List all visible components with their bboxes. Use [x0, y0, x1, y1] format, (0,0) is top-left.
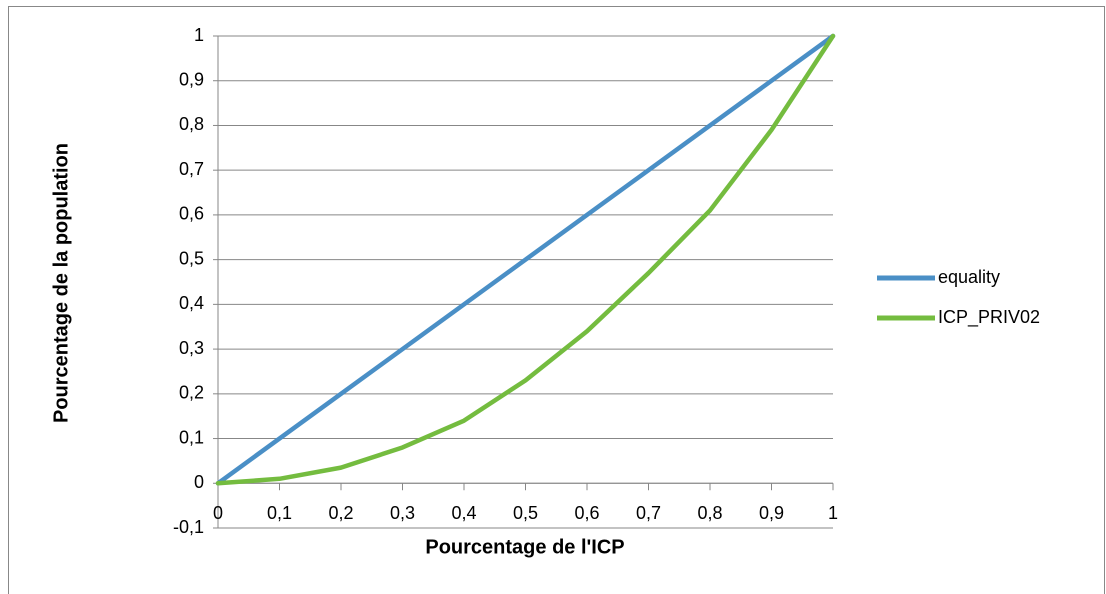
y-tick-label: 1: [194, 25, 204, 45]
y-tick-label: 0,2: [179, 383, 204, 403]
x-tick-label: 0,4: [451, 503, 476, 523]
x-tick-label: 0,6: [574, 503, 599, 523]
x-tick-label: 0,9: [759, 503, 784, 523]
series-line: [215, 33, 836, 486]
y-tick-label: 0,5: [179, 248, 204, 268]
y-tick-label: -0,1: [173, 517, 204, 537]
y-tick-label: 0,8: [179, 114, 204, 134]
x-tick-label: 1: [828, 503, 838, 523]
y-axis-title: Pourcentage de la population: [50, 143, 72, 423]
y-tick-label: 0,6: [179, 204, 204, 224]
x-tick-label: 0,2: [328, 503, 353, 523]
y-tick-label: 0,7: [179, 159, 204, 179]
x-tick-label: 0,5: [513, 503, 538, 523]
legend-label: ICP_PRIV02: [938, 307, 1040, 328]
x-axis-title: Pourcentage de l'ICP: [425, 536, 624, 558]
y-tick-label: 0: [194, 472, 204, 492]
chart-border: [8, 6, 1105, 594]
y-tick-label: 0,1: [179, 427, 204, 447]
y-tick-label: 0,4: [179, 293, 204, 313]
legend-label: equality: [938, 267, 1000, 287]
y-tick-label: 0,9: [179, 69, 204, 89]
x-tick-label: 0: [213, 503, 223, 523]
y-tick-label: 0,3: [179, 338, 204, 358]
series-line: [215, 33, 836, 486]
x-tick-label: 0,8: [697, 503, 722, 523]
x-tick-label: 0,1: [267, 503, 292, 523]
x-tick-label: 0,7: [636, 503, 661, 523]
x-tick-label: 0,3: [390, 503, 415, 523]
